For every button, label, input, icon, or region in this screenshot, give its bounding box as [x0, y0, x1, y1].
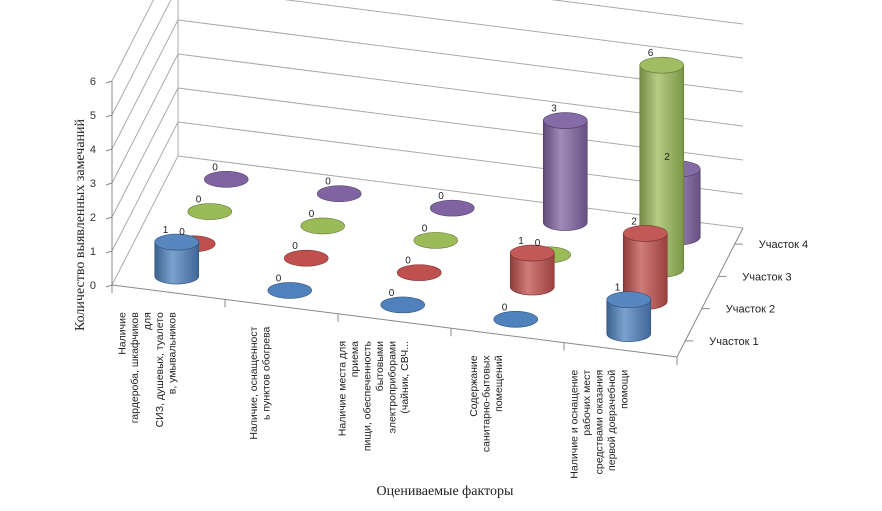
x-tick-label: электроприборами — [386, 341, 398, 433]
data-label: 0 — [325, 177, 331, 188]
x-tick-label: пищи, обеспеченность — [361, 340, 373, 451]
cylinder-top — [203, 171, 249, 188]
data-label: 2 — [631, 216, 637, 227]
cylinder-top — [639, 56, 685, 74]
x-tick-label: приема — [349, 341, 361, 377]
data-label: 6 — [648, 48, 654, 59]
y-tick-label: 4 — [90, 144, 96, 156]
gridline-side — [111, 0, 172, 116]
x-tick-label: помещений — [493, 355, 505, 412]
data-label: 0 — [309, 209, 315, 220]
data-label: 1 — [518, 236, 524, 247]
x-tick-label: для — [142, 312, 154, 330]
series-label: Участок 1 — [709, 336, 758, 348]
cylinder-top — [622, 225, 668, 242]
data-label: 0 — [405, 256, 411, 267]
y-tick-mark — [105, 216, 113, 220]
cylinder-top — [429, 199, 475, 217]
cylinder-top — [413, 232, 459, 249]
cylinder-top — [187, 203, 233, 220]
data-label: 0 — [196, 195, 202, 206]
data-label: 0 — [212, 162, 218, 173]
y-tick-label: 1 — [90, 246, 96, 258]
y-tick-mark — [105, 148, 113, 152]
series-label: Участок 2 — [726, 304, 775, 316]
cylinder-top — [300, 217, 346, 235]
x-tick-label: гардероба, шкафчиков — [129, 312, 141, 424]
y-tick-mark — [105, 284, 113, 288]
y-tick-mark — [105, 80, 113, 84]
x-tick-label: Наличие — [117, 312, 129, 355]
series-axis-line — [676, 227, 744, 358]
x-tick-label: Наличие, оснащенност — [248, 326, 260, 439]
x-tick-label: Содержание — [468, 355, 480, 417]
cylinder-top — [380, 296, 426, 314]
gridline-back — [283, 0, 744, 59]
cylinders — [154, 56, 701, 342]
y-tick-mark — [105, 114, 113, 118]
y-tick-label: 2 — [90, 212, 96, 224]
x-axis-title: Оцениваемые факторы — [377, 484, 514, 499]
category-axis-line — [111, 284, 678, 358]
y-axis-title: Количество выявленных замечаний — [73, 118, 88, 331]
x-tick-label: бытовыми — [374, 341, 386, 391]
cylinder-top — [396, 264, 442, 281]
x-tick-label: СИЗ, душевых, туалето — [154, 312, 166, 427]
cylinder-top — [606, 291, 652, 308]
series-label: Участок 4 — [759, 239, 808, 251]
x-tick-label: ь пунктов обогрева — [261, 326, 273, 420]
x-tick-label: Наличие места для — [336, 341, 348, 436]
data-label: 1 — [615, 283, 621, 294]
data-label: 0 — [389, 288, 395, 299]
x-tick-label: средствами оказания — [594, 370, 606, 475]
y-tick-label: 5 — [90, 110, 96, 122]
cylinder-top — [154, 233, 200, 251]
cylinder-body — [542, 120, 588, 231]
series-label: Участок 3 — [742, 271, 791, 283]
x-tick-label: первой доврачебной — [606, 370, 618, 471]
data-label: 0 — [422, 223, 428, 234]
gridline-side — [111, 0, 155, 82]
y-tick-mark — [105, 250, 113, 254]
x-tick-label: в, умывальников — [167, 312, 179, 394]
x-tick-label: рабочих мест — [581, 370, 593, 436]
y-tick-mark — [105, 182, 113, 186]
data-label: 0 — [276, 273, 282, 284]
cylinder-top — [542, 112, 588, 129]
data-label: 0 — [502, 302, 508, 313]
data-label: 0 — [535, 238, 541, 249]
data-label: 1 — [163, 225, 169, 236]
data-label: 0 — [292, 241, 298, 252]
cylinder-top — [316, 185, 362, 203]
gridline-back — [550, 0, 744, 25]
x-tick-label: помощи — [619, 370, 631, 409]
y-tick-label: 6 — [90, 76, 96, 88]
gridline-side — [111, 121, 179, 252]
data-label: 3 — [551, 104, 557, 115]
gridline-side — [111, 53, 179, 184]
x-tick-label: (чайник, СВЧ... — [399, 341, 411, 414]
data-label: 0 — [438, 191, 444, 202]
y-tick-label: 3 — [90, 178, 96, 190]
cylinder-top — [283, 249, 329, 267]
x-tick-label: санитарно-бытовых — [481, 355, 493, 452]
cylinder-top — [267, 282, 313, 299]
y-tick-label: 0 — [90, 280, 96, 292]
cylinder-top — [509, 244, 555, 262]
data-label: 2 — [664, 152, 670, 163]
cylinder-top — [493, 310, 539, 328]
gridline-side — [111, 19, 179, 150]
gridline-side — [111, 155, 179, 286]
data-label: 0 — [179, 227, 185, 238]
gridline-side — [111, 87, 179, 218]
x-tick-label: Наличие и оснащение — [569, 370, 581, 479]
